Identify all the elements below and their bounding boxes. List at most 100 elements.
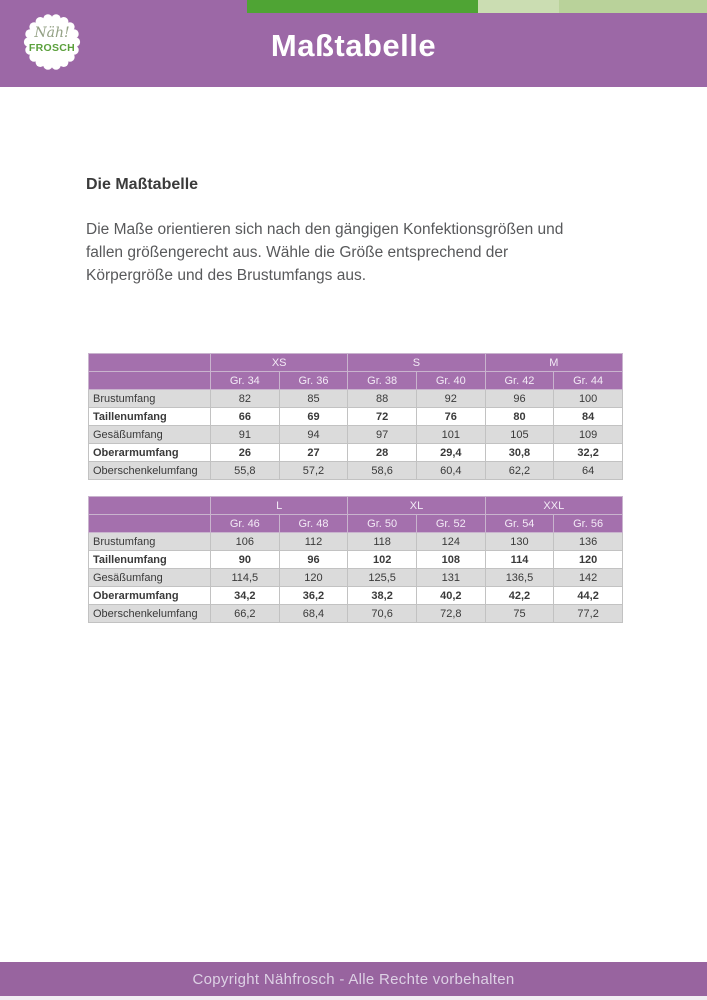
size-col-header: Gr. 36: [278, 371, 349, 390]
corner-cell: [88, 371, 211, 390]
measurement-row: Taillenumfang 66 69 72 76 80 84: [88, 407, 623, 426]
accent-segment-dark-green: [247, 0, 478, 13]
measurement-value: 58,6: [347, 461, 417, 480]
measurement-row: Gesäßumfang 91 94 97 101 105 109: [88, 425, 623, 444]
corner-cell: [88, 514, 211, 533]
measurement-value: 70,6: [347, 604, 417, 623]
measurement-value: 136,5: [484, 568, 555, 587]
size-col-header: Gr. 40: [415, 371, 486, 390]
measurement-value: 69: [278, 407, 349, 426]
measurement-label: Oberschenkelumfang: [88, 461, 211, 480]
corner-cell: [88, 353, 211, 372]
measurement-value: 42,2: [484, 586, 555, 605]
measurement-value: 27: [278, 443, 349, 462]
measurement-value: 142: [553, 568, 623, 587]
measurement-value: 114: [484, 550, 555, 569]
measurement-value: 30,8: [484, 443, 555, 462]
measurement-value: 55,8: [210, 461, 280, 480]
measurement-value: 130: [484, 532, 555, 551]
measurement-row: Oberarmumfang 34,2 36,2 38,2 40,2 42,2 44,2: [88, 586, 623, 605]
measurement-row: Oberschenkelumfang 66,2 68,4 70,6 72,8 75 77,2: [88, 604, 623, 623]
measurement-value: 136: [553, 532, 623, 551]
size-group-header: S: [347, 353, 486, 372]
measurement-value: 80: [484, 407, 555, 426]
measurement-row: Taillenumfang 90 96 102 108 114 120: [88, 550, 623, 569]
size-group-header: M: [484, 353, 623, 372]
bottom-strip: [0, 996, 707, 1000]
measurement-value: 120: [278, 568, 349, 587]
measurement-label: Oberarmumfang: [88, 443, 211, 462]
measurement-value: 105: [484, 425, 555, 444]
measurement-value: 109: [553, 425, 623, 444]
measurement-value: 57,2: [278, 461, 349, 480]
accent-segment-light-green: [478, 0, 559, 13]
measurement-value: 84: [553, 407, 623, 426]
measurement-value: 36,2: [278, 586, 349, 605]
measurement-value: 96: [484, 389, 555, 408]
measurement-label: Oberarmumfang: [88, 586, 211, 605]
measurement-value: 92: [415, 389, 486, 408]
measurement-value: 124: [415, 532, 486, 551]
measurement-value: 66: [210, 407, 280, 426]
measurement-value: 29,4: [415, 443, 486, 462]
measurement-value: 75: [484, 604, 555, 623]
size-group-row: XS S M: [88, 353, 623, 372]
measurement-value: 131: [415, 568, 486, 587]
measurement-value: 100: [553, 389, 623, 408]
size-col-row: Gr. 34 Gr. 36 Gr. 38 Gr. 40 Gr. 42 Gr. 44: [88, 371, 623, 390]
size-group-row: L XL XXL: [88, 496, 623, 515]
measurement-value: 90: [210, 550, 280, 569]
size-col-header: Gr. 42: [484, 371, 555, 390]
size-group-header: XXL: [484, 496, 623, 515]
measurement-value: 88: [347, 389, 417, 408]
measurement-row: Brustumfang 106 112 118 124 130 136: [88, 532, 623, 551]
measurement-value: 96: [278, 550, 349, 569]
size-col-header: Gr. 38: [347, 371, 417, 390]
measurement-value: 102: [347, 550, 417, 569]
measurement-row: Oberschenkelumfang 55,8 57,2 58,6 60,4 62,2 64: [88, 461, 623, 480]
measurement-value: 64: [553, 461, 623, 480]
measurement-value: 82: [210, 389, 280, 408]
measurement-value: 106: [210, 532, 280, 551]
measurement-value: 76: [415, 407, 486, 426]
size-group-header: XS: [209, 353, 349, 372]
measurement-value: 62,2: [484, 461, 555, 480]
measurement-value: 97: [347, 425, 417, 444]
section-heading: Die Maßtabelle: [86, 176, 199, 193]
measurement-value: 77,2: [553, 604, 623, 623]
size-table-1: XS S M Gr. 34 Gr. 36 Gr. 38 Gr. 40 Gr. 42 Gr. 44…: [88, 353, 623, 480]
size-col-header: Gr. 34: [210, 371, 280, 390]
measurement-value: 38,2: [347, 586, 417, 605]
size-col-header: Gr. 54: [484, 514, 555, 533]
size-col-header: Gr. 48: [278, 514, 349, 533]
size-col-row: Gr. 46 Gr. 48 Gr. 50 Gr. 52 Gr. 54 Gr. 56: [88, 514, 623, 533]
measurement-value: 120: [553, 550, 623, 569]
measurement-value: 108: [415, 550, 486, 569]
measurement-label: Brustumfang: [88, 532, 211, 551]
size-col-header: Gr. 56: [553, 514, 623, 533]
size-col-header: Gr. 50: [347, 514, 417, 533]
measurement-value: 118: [347, 532, 417, 551]
measurement-label: Gesäßumfang: [88, 425, 211, 444]
size-group-header: XL: [347, 496, 486, 515]
page-header: Näh! FROSCH Maßtabelle: [0, 0, 707, 87]
corner-cell: [88, 496, 211, 515]
measurement-value: 72: [347, 407, 417, 426]
page-footer: Copyright Nähfrosch - Alle Rechte vorbeh…: [0, 962, 707, 996]
measurement-value: 32,2: [553, 443, 623, 462]
size-col-header: Gr. 52: [415, 514, 486, 533]
measurement-row: Brustumfang 82 85 88 92 96 100: [88, 389, 623, 408]
measurement-value: 112: [278, 532, 349, 551]
measurement-row: Oberarmumfang 26 27 28 29,4 30,8 32,2: [88, 443, 623, 462]
size-table-2: L XL XXL Gr. 46 Gr. 48 Gr. 50 Gr. 52 Gr. 54 Gr. …: [88, 496, 623, 623]
measurement-value: 66,2: [210, 604, 280, 623]
measurement-value: 68,4: [278, 604, 349, 623]
measurement-value: 40,2: [415, 586, 486, 605]
measurement-label: Gesäßumfang: [88, 568, 211, 587]
measurement-value: 85: [278, 389, 349, 408]
measurement-value: 125,5: [347, 568, 417, 587]
copyright-text: Copyright Nähfrosch - Alle Rechte vorbeh…: [192, 970, 515, 988]
logo-brand-text: FROSCH: [28, 42, 76, 54]
measurement-label: Brustumfang: [88, 389, 211, 408]
